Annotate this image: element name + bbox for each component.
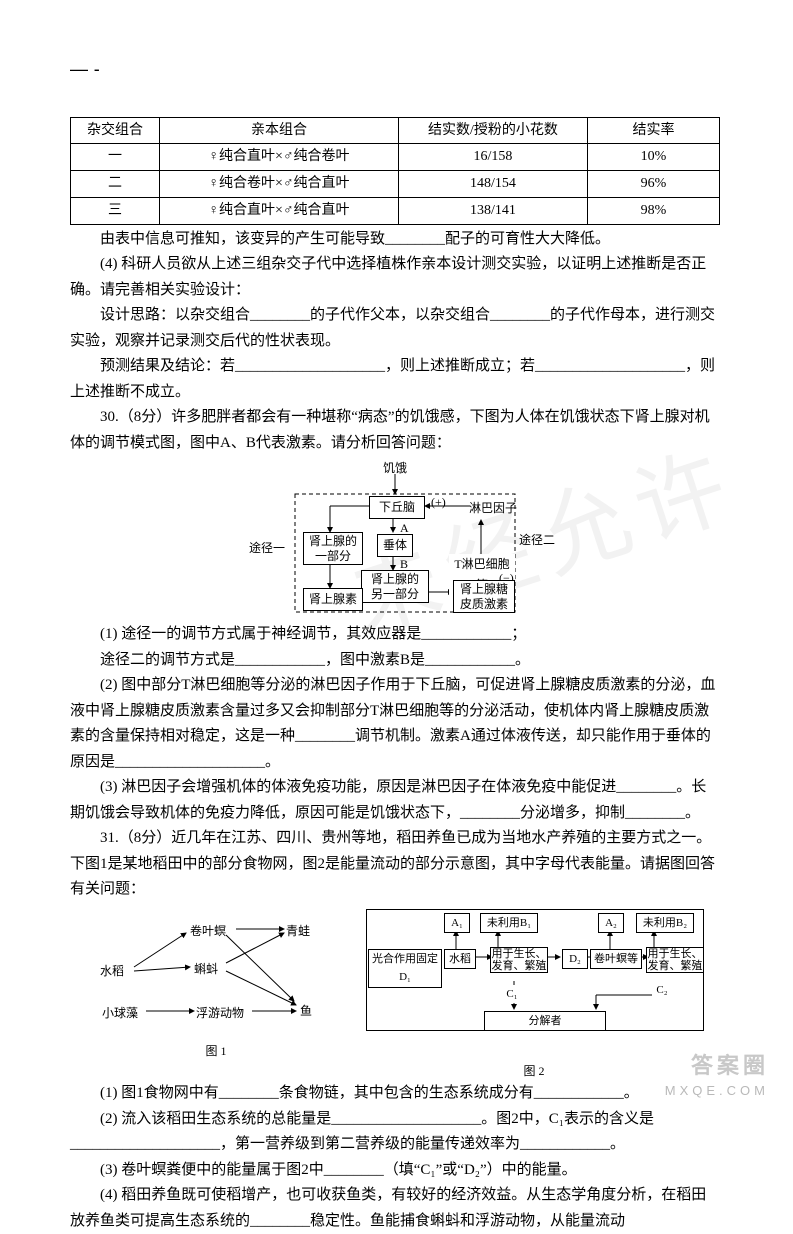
fig31b-cap: 图 2 bbox=[364, 1061, 704, 1081]
en-b1: 未利用B₁ bbox=[480, 913, 538, 934]
th-combo: 杂交组合 bbox=[71, 117, 160, 144]
en-d2: D₂ bbox=[562, 949, 588, 970]
en-rice: 水稻 bbox=[444, 949, 476, 970]
q30-intro: 30.（8分）许多肥胖者都会有一种堪称“病态”的饥饿感，下图为人体在饥饿状态下肾… bbox=[70, 405, 720, 456]
q30-1b: 途径二的调节方式是____________，图中激素B是____________… bbox=[70, 648, 720, 674]
figure-31b: 光合作用固定D₁ 水稻 A₁ 未利用B₁ 用于生长、 发育、繁殖 D₂ 卷叶螟等… bbox=[364, 909, 704, 1081]
figure-31a: 水稻 卷叶螟 青蛙 蝌蚪 小球藻 浮游动物 鱼 图 1 bbox=[86, 909, 346, 1081]
p4c: 预测结果及结论：若____________________，则上述推断成立；若_… bbox=[70, 354, 720, 405]
fw-fish: 鱼 bbox=[300, 1001, 312, 1021]
th-seed: 结实数/授粉的小花数 bbox=[399, 117, 588, 144]
table-row: 三♀纯合直叶×♂纯合直叶138/14198% bbox=[71, 197, 720, 224]
q31-2: (2) 流入该稻田生态系统的总能量是____________________。图… bbox=[70, 1107, 720, 1158]
fig31a-cap: 图 1 bbox=[86, 1041, 346, 1061]
q30-1a: (1) 途径一的调节方式属于神经调节，其效应器是____________； bbox=[70, 622, 720, 648]
th-rate: 结实率 bbox=[588, 117, 720, 144]
fig30-lymph: 淋巴因子 bbox=[469, 498, 517, 518]
en-dec: 分解者 bbox=[484, 1011, 606, 1032]
q31-intro: 31.（8分）近几年在江苏、四川、贵州等地，稻田养鱼已成为当地水产养殖的主要方式… bbox=[70, 826, 720, 903]
fig30-n1b: 肾上腺素 bbox=[303, 588, 363, 610]
p4a: (4) 科研人员欲从上述三组杂交子代中选择植株作亲本设计测交实验，以证明上述推断… bbox=[70, 252, 720, 303]
fig30-n1: 肾上腺的 一部分 bbox=[303, 532, 363, 565]
fw-algae: 小球藻 bbox=[102, 1003, 138, 1023]
q30-2: (2) 图中部分T淋巴细胞等分泌的淋巴因子作用于下丘脑，可促进肾上腺糖皮质激素的… bbox=[70, 673, 720, 775]
en-a1: A₁ bbox=[444, 913, 470, 934]
fig30-A: A bbox=[400, 518, 409, 538]
q31-4: (4) 稻田养鱼既可使稻增产，也可收获鱼类，有较好的经济效益。从生态学角度分析，… bbox=[70, 1183, 720, 1234]
fig30-n2: 肾上腺的 另一部分 bbox=[361, 570, 429, 603]
th-parents: 亲本组合 bbox=[160, 117, 399, 144]
figure-31-row: 水稻 卷叶螟 青蛙 蝌蚪 小球藻 浮游动物 鱼 图 1 bbox=[70, 909, 720, 1081]
p4b: 设计思路：以杂交组合________的子代作父本，以杂交组合________的子… bbox=[70, 303, 720, 354]
corner-dash-left: — bbox=[70, 59, 86, 79]
en-sun: 光合作用固定D₁ bbox=[368, 949, 442, 988]
fig30-hypo: 下丘脑 bbox=[369, 496, 425, 518]
en-c1: C₁ bbox=[502, 985, 522, 1004]
en-c2: C₂ bbox=[652, 981, 672, 1000]
corner-dash-right: - bbox=[94, 59, 98, 79]
cross-table: 杂交组合 亲本组合 结实数/授粉的小花数 结实率 一♀纯合直叶×♂纯合卷叶16/… bbox=[70, 117, 720, 225]
fw-rice: 水稻 bbox=[100, 961, 124, 981]
q30-3: (3) 淋巴因子会增强机体的体液免疫功能，原因是淋巴因子在体液免疫中能促进___… bbox=[70, 775, 720, 826]
fw-zoo: 浮游动物 bbox=[196, 1003, 244, 1023]
table-row: 一♀纯合直叶×♂纯合卷叶16/15810% bbox=[71, 144, 720, 171]
en-mid2: 用于生长、 发育、繁殖 bbox=[646, 947, 704, 973]
p-after-table: 由表中信息可推知，该变异的产生可能导致________配子的可育性大大降低。 bbox=[70, 227, 720, 253]
fw-tadpole: 蝌蚪 bbox=[194, 959, 218, 979]
fig30-top: 饥饿 bbox=[383, 458, 407, 478]
fig30-pathR: 途径二 bbox=[519, 530, 555, 550]
figure-30: 饥饿 下丘脑 途径一 途径二 肾上腺的 一部分 垂体 A B 肾上腺的 另一部分… bbox=[235, 460, 555, 620]
fig30-pathL: 途径一 bbox=[249, 538, 285, 558]
en-leaf: 卷叶螟等 bbox=[590, 949, 642, 970]
en-a2: A₂ bbox=[598, 913, 624, 934]
fig30-n3: 肾上腺糖 皮质激素 bbox=[453, 580, 515, 613]
q31-1: (1) 图1食物网中有________条食物链，其中包含的生态系统成分有____… bbox=[70, 1081, 720, 1107]
en-mid: 用于生长、 发育、繁殖 bbox=[490, 947, 548, 973]
page-content: — - 杂交组合 亲本组合 结实数/授粉的小花数 结实率 一♀纯合直叶×♂纯合卷… bbox=[70, 60, 720, 1234]
q31-3: (3) 卷叶螟粪便中的能量属于图2中________（填“C₁”或“D₂”）中的… bbox=[70, 1158, 720, 1184]
table-row: 二♀纯合卷叶×♂纯合直叶148/15496% bbox=[71, 171, 720, 198]
en-b2: 未利用B₂ bbox=[636, 913, 694, 934]
fw-leaf: 卷叶螟 bbox=[190, 921, 226, 941]
fw-frog: 青蛙 bbox=[286, 921, 310, 941]
fig30-plus: (+) bbox=[431, 492, 446, 512]
